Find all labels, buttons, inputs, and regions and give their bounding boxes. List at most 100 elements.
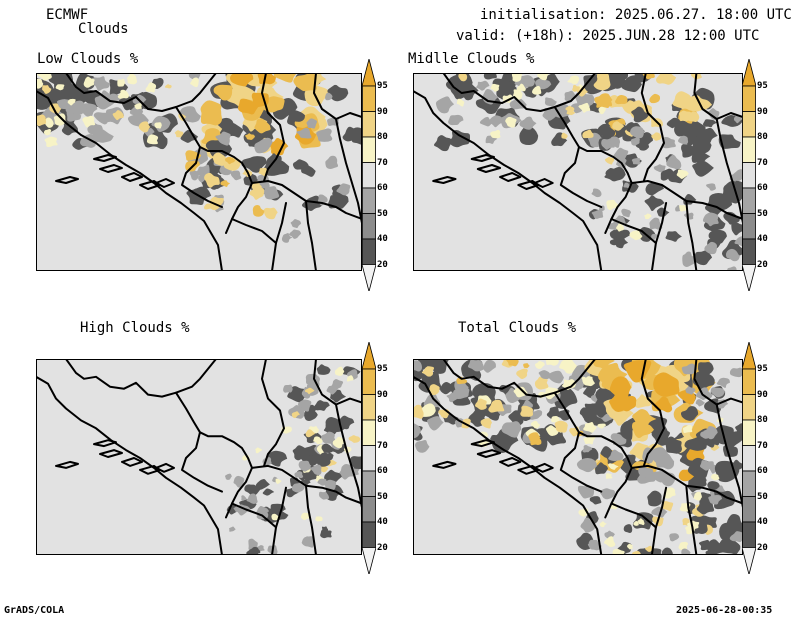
colorbar-tick-label: 40: [377, 517, 388, 527]
cloud-contour: [578, 102, 591, 113]
cloud-contour: [613, 147, 629, 162]
cloud-contour: [656, 207, 670, 217]
cloud-contour: [146, 134, 159, 145]
cloud-contour: [644, 213, 652, 220]
cloud-contour: [94, 90, 117, 110]
cloud-contour: [215, 131, 231, 146]
cloud-contour: [609, 376, 632, 400]
cloud-contour: [702, 119, 717, 128]
cloud-contour: [428, 384, 440, 396]
cloud-contour: [734, 236, 743, 247]
coastline: [36, 90, 223, 271]
valid-time-label: valid: (+18h): 2025.JUN.28 12:00 UTC: [456, 28, 760, 44]
cloud-contour: [664, 487, 676, 499]
cloud-contour: [653, 164, 666, 173]
cloud-contour: [90, 76, 111, 92]
cloud-contour: [691, 149, 711, 163]
cloud-contour: [672, 91, 691, 108]
cloud-contour: [306, 118, 318, 129]
border-south: [271, 202, 287, 271]
border-bulgaria: [715, 118, 743, 224]
cloud-contour: [320, 529, 332, 539]
cloud-contour: [483, 73, 497, 80]
cloud-contour: [190, 77, 199, 88]
cloud-contour: [707, 108, 720, 121]
colorbar-tick-label: 70: [377, 157, 388, 168]
colorbar-top-triangle: [742, 59, 756, 87]
border-inner: [175, 391, 253, 519]
cloud-contour: [630, 126, 644, 139]
cloud-contour: [684, 212, 694, 220]
cloud-contour: [316, 452, 332, 467]
border-bosnia: [181, 431, 223, 493]
cloud-contour: [310, 464, 322, 476]
cloud-contour: [415, 439, 430, 453]
cloud-contour: [698, 539, 711, 551]
colorbar-tick-label: 90: [377, 106, 388, 117]
colorbar-tick-label: 50: [757, 491, 768, 502]
cloud-contour: [467, 359, 484, 372]
cloud-contour: [665, 436, 682, 454]
border-south: [650, 202, 668, 271]
colorbar-tick-label: 80: [377, 132, 388, 142]
cloud-contour: [134, 103, 142, 110]
island: [155, 462, 175, 473]
cloud-contour: [651, 233, 658, 240]
colorbar-band: [742, 445, 756, 472]
cloud-contour: [519, 116, 537, 130]
cloud-contour: [604, 166, 626, 182]
cloud-contour: [433, 135, 452, 152]
cloud-contour: [297, 399, 312, 412]
coastline: [36, 375, 223, 555]
cloud-contour: [649, 93, 660, 104]
colorbar-band: [742, 213, 756, 240]
cloud-contour: [606, 199, 619, 211]
cloud-contour: [682, 254, 696, 267]
country-borders: [36, 73, 362, 271]
cloud-contour: [316, 128, 333, 142]
cloud-contour: [534, 376, 549, 390]
cloud-contour: [616, 223, 624, 232]
cloud-contour: [342, 126, 360, 142]
cloud-contour: [505, 116, 517, 128]
map-panel-low-clouds: [36, 73, 362, 271]
colorbar-tick-label: 20: [757, 542, 768, 553]
colorbar-tick-label: 50: [377, 491, 388, 502]
cloud-contour: [599, 488, 616, 500]
cloud-contour: [554, 420, 568, 433]
initialisation-label: initialisation: 2025.06.27. 18:00 UTC: [480, 7, 792, 23]
cloud-contour: [180, 129, 199, 143]
cloud-contour: [637, 141, 650, 151]
cloud-contour: [605, 473, 613, 479]
cloud-contour: [595, 462, 608, 475]
cloud-contour: [291, 482, 306, 493]
border-montenegro: [610, 218, 657, 244]
cloud-contour: [681, 363, 698, 375]
colorbar-band: [362, 521, 376, 548]
colorbar-tick-label: 20: [757, 259, 768, 270]
cloud-contour: [645, 182, 664, 196]
cloud-contour: [425, 359, 450, 374]
colorbar-top-triangle: [742, 342, 756, 370]
cloud-contour: [647, 490, 662, 507]
cloud-contour: [716, 377, 730, 388]
cloud-contour: [679, 204, 688, 212]
cloud-contour: [304, 387, 315, 395]
cloud-contour: [680, 406, 699, 421]
cloud-contour: [480, 418, 492, 429]
colorbar-bottom-triangle: [742, 264, 756, 291]
cloud-contour: [718, 537, 739, 554]
cloud-contour: [456, 376, 468, 385]
cloud-contour: [334, 366, 345, 376]
cloud-contour: [582, 129, 594, 139]
cloud-contour: [604, 156, 615, 165]
colorbar-tick-label: 95: [757, 81, 768, 91]
cloud-contour: [291, 109, 305, 122]
cloud-contour: [674, 120, 699, 138]
cloud-contour: [723, 211, 740, 225]
colorbar-band: [362, 394, 376, 421]
model-label: ECMWF: [46, 7, 89, 23]
cloud-contour: [733, 115, 743, 124]
border-inner: [553, 391, 633, 519]
cloud-contour: [545, 425, 559, 436]
